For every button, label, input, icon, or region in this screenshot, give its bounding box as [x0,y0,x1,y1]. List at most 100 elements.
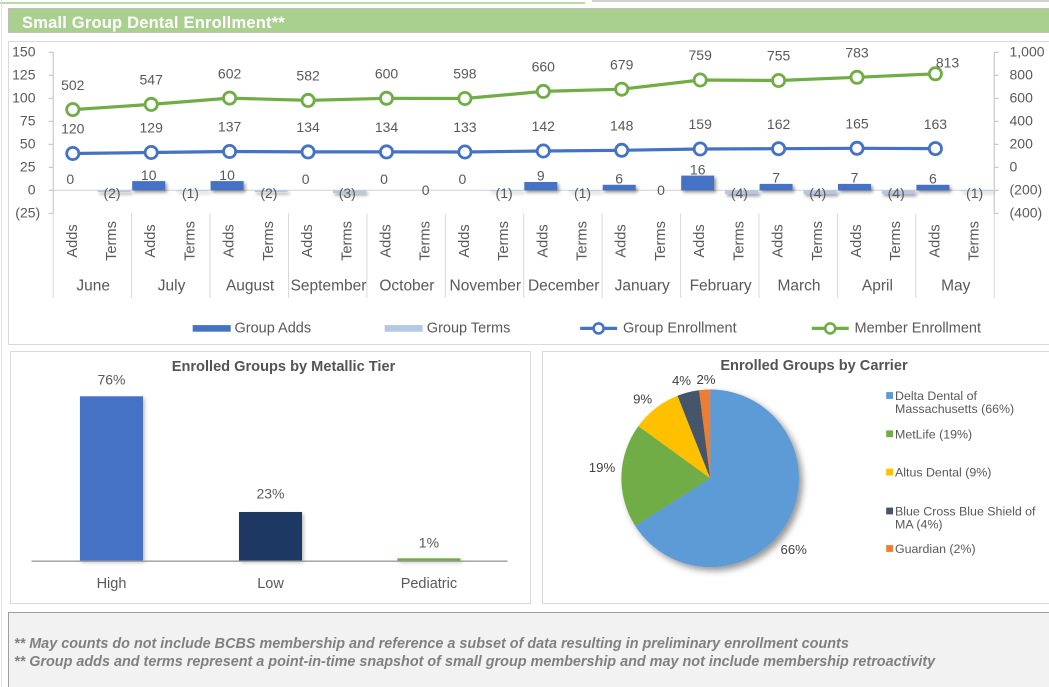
svg-text:March: March [777,278,820,295]
svg-text:Blue Cross Blue Shield of: Blue Cross Blue Shield of [895,505,1036,519]
svg-text:10: 10 [219,167,235,183]
svg-text:MetLife (19%): MetLife (19%) [895,427,972,441]
svg-text:6: 6 [615,171,623,187]
svg-text:Terms: Terms [888,221,904,261]
svg-text:MA (4%): MA (4%) [895,518,943,532]
svg-text:Terms: Terms [104,221,120,261]
svg-text:602: 602 [218,65,242,81]
svg-text:800: 800 [1010,66,1034,82]
svg-text:Enrolled Groups by Metallic Ti: Enrolled Groups by Metallic Tier [171,359,395,375]
svg-text:(4): (4) [731,185,748,201]
svg-text:7: 7 [772,170,780,186]
svg-text:1%: 1% [418,534,438,550]
svg-text:755: 755 [767,48,791,64]
svg-text:(400): (400) [1010,204,1043,220]
svg-text:Group Enrollment: Group Enrollment [623,320,737,336]
svg-text:159: 159 [689,116,713,132]
svg-text:129: 129 [140,120,164,136]
svg-text:High: High [96,576,126,592]
svg-text:600: 600 [375,66,399,82]
svg-text:0: 0 [1010,158,1018,174]
svg-text:0: 0 [657,182,665,198]
svg-text:Adds: Adds [614,224,630,257]
svg-text:December: December [528,278,600,295]
svg-text:582: 582 [296,68,320,84]
svg-text:75: 75 [20,112,36,128]
svg-text:600: 600 [1010,89,1034,105]
svg-text:August: August [226,278,275,295]
svg-text:Terms: Terms [496,221,512,261]
svg-text:Group Adds: Group Adds [235,320,312,336]
svg-text:Adds: Adds [535,224,551,257]
svg-text:Adds: Adds [771,224,787,257]
svg-text:(200): (200) [1010,181,1043,197]
svg-text:120: 120 [61,121,85,137]
svg-text:Delta Dental of: Delta Dental of [895,389,978,403]
svg-text:April: April [862,278,893,295]
svg-text:Member Enrollment: Member Enrollment [855,320,982,336]
svg-text:Terms: Terms [967,221,983,261]
svg-text:200: 200 [1010,135,1034,151]
svg-text:163: 163 [924,116,948,132]
svg-text:0: 0 [66,171,74,187]
svg-text:134: 134 [296,119,320,135]
svg-text:Adds: Adds [692,224,708,257]
svg-text:Terms: Terms [575,221,591,261]
svg-text:October: October [379,278,434,295]
svg-text:66%: 66% [780,542,807,557]
svg-text:(2): (2) [103,185,120,201]
svg-text:0: 0 [28,181,36,197]
svg-text:76%: 76% [97,372,125,388]
svg-text:Low: Low [257,576,284,592]
svg-text:23%: 23% [256,486,284,502]
svg-text:19%: 19% [589,460,616,475]
svg-text:Enrolled Groups by Carrier: Enrolled Groups by Carrier [720,358,908,374]
svg-text:June: June [76,278,110,295]
svg-text:Adds: Adds [65,224,81,257]
svg-text:(1): (1) [574,185,591,201]
svg-text:16: 16 [690,161,706,177]
svg-text:133: 133 [453,119,477,135]
svg-text:148: 148 [610,118,634,134]
svg-text:2%: 2% [696,372,715,387]
svg-text:February: February [690,278,752,295]
svg-text:0: 0 [459,171,467,187]
svg-text:Adds: Adds [849,224,865,257]
svg-text:4%: 4% [672,373,691,388]
svg-text:May: May [941,278,971,295]
svg-text:Terms: Terms [339,221,355,261]
svg-text:(4): (4) [809,185,826,201]
svg-text:Adds: Adds [300,224,316,257]
svg-text:(25): (25) [15,204,40,220]
svg-text:0: 0 [380,171,388,187]
svg-text:400: 400 [1010,112,1034,128]
svg-text:137: 137 [218,119,242,135]
svg-text:100: 100 [12,89,36,105]
svg-text:Terms: Terms [261,221,277,261]
svg-text:7: 7 [851,170,859,186]
svg-text:502: 502 [61,77,85,93]
svg-text:Guardian (2%): Guardian (2%) [895,542,976,556]
svg-text:(1): (1) [182,185,199,201]
svg-text:Adds: Adds [222,224,238,257]
svg-text:25: 25 [20,158,36,174]
svg-text:0: 0 [302,171,310,187]
svg-text:10: 10 [141,167,157,183]
svg-text:(1): (1) [496,185,513,201]
svg-text:January: January [615,278,670,295]
svg-text:Terms: Terms [182,221,198,261]
svg-text:759: 759 [689,47,713,63]
svg-text:165: 165 [845,116,869,132]
svg-text:Group Terms: Group Terms [427,320,511,336]
svg-text:September: September [291,278,367,295]
svg-text:November: November [450,278,522,295]
svg-text:50: 50 [20,135,36,151]
svg-text:0: 0 [422,182,430,198]
svg-text:9: 9 [537,168,545,184]
svg-text:Terms: Terms [810,221,826,261]
svg-text:125: 125 [12,66,36,82]
svg-text:134: 134 [375,119,399,135]
svg-text:813: 813 [936,55,960,71]
svg-text:Adds: Adds [379,224,395,257]
svg-text:(3): (3) [339,185,356,201]
